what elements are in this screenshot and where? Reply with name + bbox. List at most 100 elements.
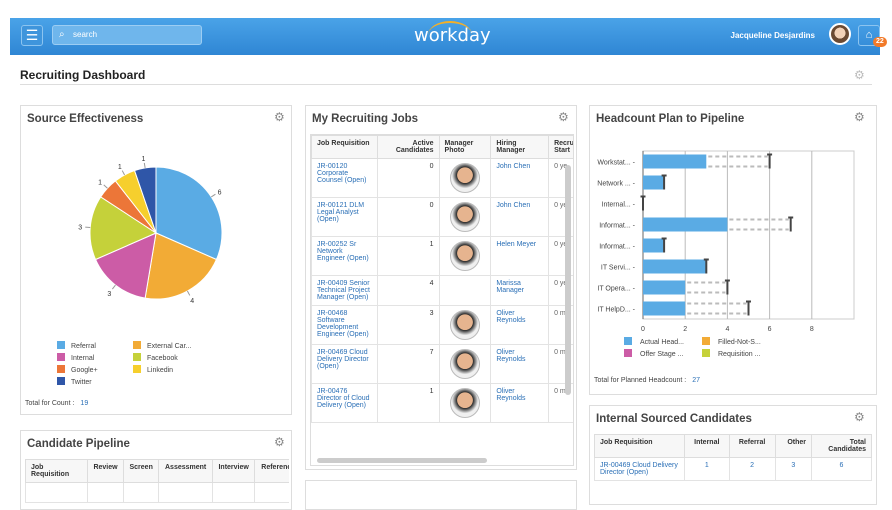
hiring-manager-link[interactable]: Marissa Manager bbox=[491, 276, 549, 306]
col-screen[interactable]: Screen bbox=[124, 460, 159, 483]
workday-logo[interactable]: workday bbox=[414, 25, 491, 46]
legend-label[interactable]: Filled-Not-S... bbox=[718, 339, 761, 346]
legend-item[interactable]: Referral bbox=[57, 341, 96, 350]
y-tick-label: Informat... - bbox=[599, 244, 635, 251]
legend-label: Google+ bbox=[71, 367, 98, 374]
manager-photo[interactable] bbox=[450, 349, 480, 379]
hiring-manager-link[interactable]: Helen Meyer bbox=[491, 237, 549, 276]
card-title: Candidate Pipeline bbox=[27, 438, 130, 450]
total-count[interactable]: 6 bbox=[812, 458, 872, 481]
job-requisition-link[interactable]: JR-00121 DLM Legal Analyst (Open) bbox=[312, 198, 378, 237]
legend-item[interactable]: Linkedin bbox=[133, 365, 173, 374]
active-candidates: 1 bbox=[377, 384, 439, 423]
col-reference-check[interactable]: Reference Check bbox=[255, 460, 289, 483]
hiring-manager-link[interactable]: Oliver Reynolds bbox=[491, 345, 549, 384]
referral-count[interactable]: 2 bbox=[729, 458, 775, 481]
bar-actual-headcount[interactable] bbox=[643, 281, 685, 295]
internal-count[interactable]: 1 bbox=[685, 458, 730, 481]
manager-photo[interactable] bbox=[450, 202, 480, 232]
candidate-pipeline-card: Candidate Pipeline ⚙ Job Requisition Rev… bbox=[20, 430, 292, 510]
hiring-manager-link[interactable]: John Chen bbox=[491, 198, 549, 237]
legend-item[interactable]: Internal bbox=[57, 353, 94, 362]
gear-icon[interactable]: ⚙ bbox=[274, 435, 285, 449]
job-requisition-link[interactable]: JR-00120 Corporate Counsel (Open) bbox=[312, 159, 378, 198]
col-hiring-manager[interactable]: Hiring Manager bbox=[491, 136, 549, 159]
user-avatar[interactable] bbox=[829, 23, 851, 45]
page-gear-icon[interactable]: ⚙ bbox=[854, 68, 865, 82]
pie-data-label: 1 bbox=[98, 180, 102, 187]
search-input[interactable]: ⌕search bbox=[52, 25, 202, 45]
col-manager-photo[interactable]: Manager Photo bbox=[439, 136, 491, 159]
col-review[interactable]: Review bbox=[88, 460, 124, 483]
job-requisition-link[interactable]: JR-00409 Senior Technical Project Manage… bbox=[312, 276, 378, 306]
bar-actual-headcount[interactable] bbox=[643, 302, 685, 316]
col-interview[interactable]: Interview bbox=[212, 460, 254, 483]
pie-data-label: 1 bbox=[142, 156, 146, 163]
legend-label[interactable]: Offer Stage ... bbox=[640, 351, 684, 358]
card-title: Internal Sourced Candidates bbox=[596, 413, 752, 425]
manager-photo[interactable] bbox=[450, 388, 480, 418]
col-referral[interactable]: Referral bbox=[729, 435, 775, 458]
vertical-scrollbar[interactable] bbox=[565, 165, 571, 395]
manager-photo[interactable] bbox=[450, 241, 480, 271]
x-tick-label: 2 bbox=[683, 326, 687, 333]
active-candidates: 1 bbox=[377, 237, 439, 276]
hiring-manager-link[interactable]: John Chen bbox=[491, 159, 549, 198]
col-job-requisition[interactable]: Job Requisition bbox=[312, 136, 378, 159]
col-assessment[interactable]: Assessment bbox=[159, 460, 213, 483]
legend-label[interactable]: Requisition ... bbox=[718, 351, 760, 358]
table-row: JR-00121 DLM Legal Analyst (Open) 0 John… bbox=[312, 198, 575, 237]
top-bar: ☰ ⌕search workday Jacqueline Desjardins … bbox=[10, 18, 880, 55]
menu-icon[interactable]: ☰ bbox=[21, 25, 43, 46]
manager-photo[interactable] bbox=[450, 163, 480, 193]
col-other[interactable]: Other bbox=[775, 435, 811, 458]
legend-item[interactable]: Google+ bbox=[57, 365, 98, 374]
legend-swatch bbox=[702, 349, 710, 357]
legend-label[interactable]: Actual Head... bbox=[640, 339, 684, 346]
recruiting-jobs-card: My Recruiting Jobs ⚙ Job Requisition Act… bbox=[305, 105, 577, 470]
job-requisition-link[interactable]: JR-00476 Director of Cloud Delivery (Ope… bbox=[312, 384, 378, 423]
hiring-manager-link[interactable]: Oliver Reynolds bbox=[491, 384, 549, 423]
col-internal[interactable]: Internal bbox=[685, 435, 730, 458]
bar-actual-headcount[interactable] bbox=[643, 218, 727, 232]
table-row: JR-00468 Software Development Engineer (… bbox=[312, 306, 575, 345]
bar-actual-headcount[interactable] bbox=[643, 239, 664, 253]
gear-icon[interactable]: ⚙ bbox=[854, 110, 865, 124]
col-active-candidates[interactable]: Active Candidates bbox=[377, 136, 439, 159]
bar-actual-headcount[interactable] bbox=[643, 260, 706, 274]
job-requisition-link[interactable]: JR-00468 Software Development Engineer (… bbox=[312, 306, 378, 345]
gear-icon[interactable]: ⚙ bbox=[274, 110, 285, 124]
legend-item[interactable]: External Car... bbox=[133, 341, 191, 350]
total-planned-headcount: Total for Planned Headcount :27 bbox=[594, 377, 700, 384]
col-recruiting-start[interactable]: Recruiting Start bbox=[549, 136, 574, 159]
gear-icon[interactable]: ⚙ bbox=[558, 110, 569, 124]
col-job-requisition[interactable]: Job Requisition bbox=[26, 460, 88, 483]
job-requisition-link[interactable]: JR-00469 Cloud Delivery Director (Open) bbox=[312, 345, 378, 384]
user-name[interactable]: Jacqueline Desjardins bbox=[731, 31, 815, 40]
manager-photo-cell bbox=[439, 159, 491, 198]
next-card bbox=[305, 480, 577, 510]
y-tick-label: IT Servi... - bbox=[601, 265, 636, 272]
job-requisition-link[interactable]: JR-00469 Cloud Delivery Director (Open) bbox=[595, 458, 685, 481]
col-job-requisition[interactable]: Job Requisition bbox=[595, 435, 685, 458]
y-tick-label: Internal... - bbox=[602, 202, 636, 209]
card-title: Source Effectiveness bbox=[27, 113, 143, 125]
bar-actual-headcount[interactable] bbox=[643, 155, 706, 169]
other-count[interactable]: 3 bbox=[775, 458, 811, 481]
pie-leader-line bbox=[104, 185, 108, 188]
job-requisition-link[interactable]: JR-00252 Sr Network Engineer (Open) bbox=[312, 237, 378, 276]
gear-icon[interactable]: ⚙ bbox=[854, 410, 865, 424]
bar-actual-headcount[interactable] bbox=[643, 176, 664, 190]
col-total-candidates[interactable]: Total Candidates bbox=[812, 435, 872, 458]
internal-sourced-card: Internal Sourced Candidates ⚙ Job Requis… bbox=[589, 405, 877, 505]
hiring-manager-link[interactable]: Oliver Reynolds bbox=[491, 306, 549, 345]
pie-data-label: 1 bbox=[118, 164, 122, 171]
legend-swatch bbox=[624, 349, 632, 357]
manager-photo[interactable] bbox=[450, 310, 480, 340]
horizontal-scrollbar[interactable] bbox=[317, 458, 487, 463]
legend-item[interactable]: Facebook bbox=[133, 353, 178, 362]
legend-item[interactable]: Twitter bbox=[57, 377, 92, 386]
